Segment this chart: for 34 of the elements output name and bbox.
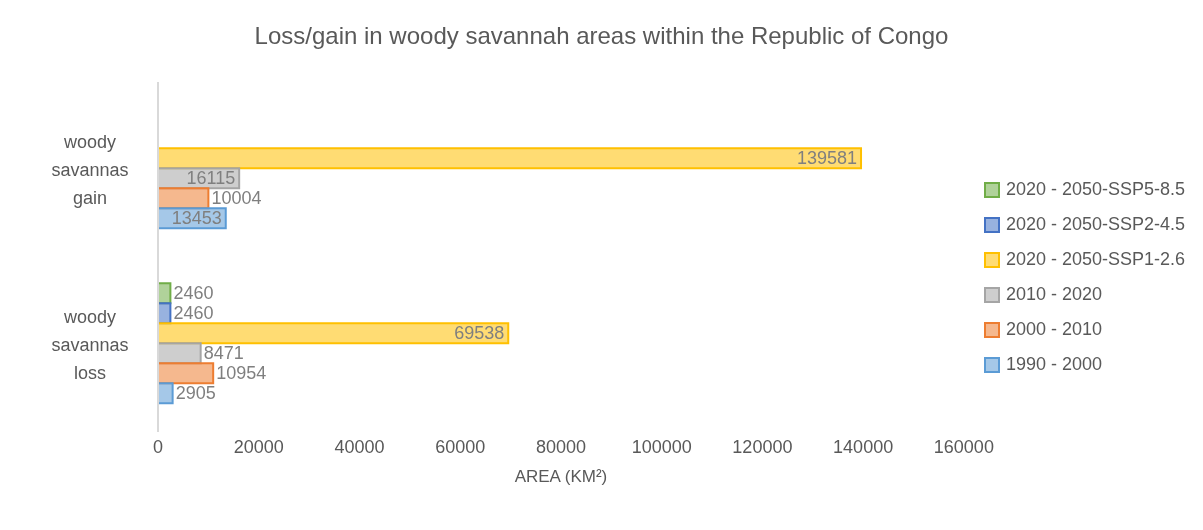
legend-label: 2010 - 2020 (1004, 284, 1103, 305)
y-tick-label: woody savannas gain (51, 131, 129, 208)
x-tick-label: 60000 (435, 436, 486, 457)
legend-label: 2000 - 2010 (1004, 319, 1103, 340)
legend-label: 1990 - 2000 (1004, 354, 1103, 375)
data-label: 2905 (175, 383, 216, 404)
x-tick-label: 80000 (535, 436, 586, 457)
legend-label: 2020 - 2050-SSP1-2.6 (1004, 249, 1185, 270)
data-label: 2460 (173, 283, 214, 304)
y-tick-label: woody savannas loss (51, 306, 129, 383)
x-tick-label: 100000 (631, 436, 692, 457)
bar (158, 322, 510, 345)
data-label: 16115 (186, 168, 236, 189)
x-tick-label: 160000 (933, 436, 994, 457)
data-label: 2460 (173, 303, 214, 324)
chart-title: Loss/gain in woody savannah areas within the Republic of Congo (253, 21, 950, 51)
data-label: 69538 (454, 323, 505, 344)
x-tick-label: 20000 (233, 436, 284, 457)
data-label: 10004 (211, 188, 262, 209)
bar (158, 362, 215, 385)
bar (158, 342, 202, 365)
x-tick-label: 120000 (732, 436, 793, 457)
data-label: 13453 (171, 208, 222, 229)
x-tick-label: 0 (152, 436, 164, 457)
data-label: 10954 (216, 363, 267, 384)
legend-label: 2020 - 2050-SSP2-4.5 (1004, 214, 1185, 235)
data-label: 8471 (203, 343, 244, 364)
data-label: 139581 (796, 148, 858, 169)
bar (158, 382, 174, 405)
x-tick-label: 140000 (833, 436, 894, 457)
x-axis-title: AREA (KM²) (514, 467, 608, 486)
x-tick-label: 40000 (334, 436, 385, 457)
legend-label: 2020 - 2050-SSP5-8.5 (1004, 179, 1185, 200)
bar (158, 147, 863, 170)
